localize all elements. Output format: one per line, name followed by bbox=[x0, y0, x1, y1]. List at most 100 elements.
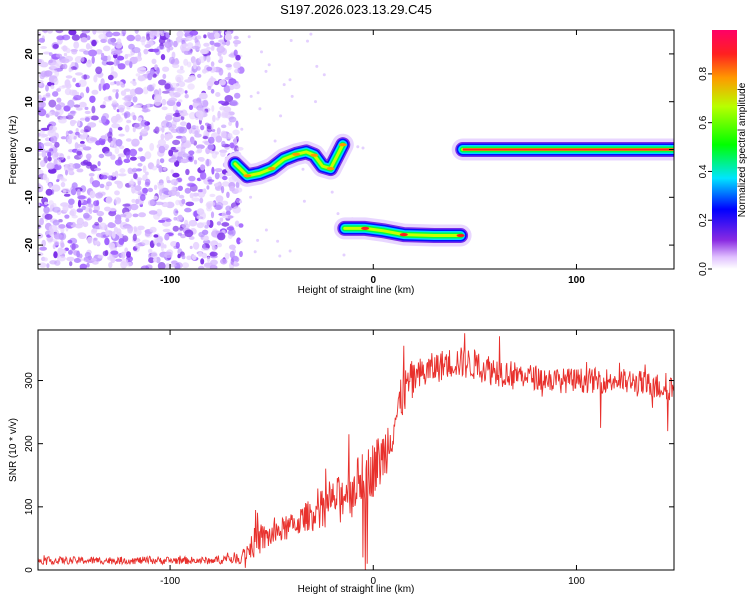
noise-blob bbox=[162, 221, 171, 227]
noise-blob bbox=[193, 61, 197, 70]
noise-dot bbox=[273, 139, 277, 143]
noise-blob bbox=[227, 230, 234, 235]
noise-blob bbox=[115, 258, 123, 262]
noise-blob bbox=[43, 257, 48, 262]
noise-blob bbox=[211, 166, 215, 175]
noise-blob bbox=[215, 92, 221, 97]
noise-blob bbox=[68, 203, 74, 209]
noise-blob bbox=[95, 140, 101, 146]
noise-blob bbox=[196, 66, 201, 71]
y-tick-label: 200 bbox=[24, 435, 35, 452]
noise-blob bbox=[95, 66, 103, 75]
noise-blob bbox=[134, 34, 142, 42]
noise-blob bbox=[52, 43, 59, 49]
noise-blob bbox=[207, 179, 215, 183]
noise-blob bbox=[209, 251, 218, 257]
noise-blob bbox=[135, 177, 143, 181]
noise-blob bbox=[191, 197, 200, 202]
snr-x-ticks: -100 0 100 bbox=[160, 330, 585, 587]
noise-blob bbox=[164, 252, 173, 259]
noise-blob bbox=[38, 94, 42, 100]
y-tick-label: 0 bbox=[24, 146, 35, 152]
noise-blob bbox=[232, 262, 240, 267]
noise-blob bbox=[202, 99, 209, 108]
noise-blob bbox=[90, 258, 97, 262]
noise-blob bbox=[46, 263, 50, 268]
noise-blob bbox=[228, 78, 237, 86]
noise-blob bbox=[180, 121, 187, 126]
track-hotspot-0 bbox=[292, 152, 301, 156]
noise-blob bbox=[206, 185, 210, 190]
noise-blob bbox=[234, 220, 240, 227]
noise-blob bbox=[130, 80, 137, 84]
noise-dot bbox=[322, 73, 326, 77]
noise-blob bbox=[126, 119, 132, 124]
noise-blob bbox=[49, 260, 57, 265]
noise-blob bbox=[215, 151, 219, 155]
noise-blob bbox=[67, 99, 75, 108]
noise-blob bbox=[53, 164, 62, 171]
noise-dot bbox=[315, 64, 319, 68]
noise-blob bbox=[218, 67, 224, 76]
noise-blob bbox=[43, 142, 53, 147]
noise-blob bbox=[147, 199, 155, 207]
noise-blob bbox=[77, 120, 81, 127]
noise-blob bbox=[228, 116, 237, 123]
noise-blob bbox=[75, 91, 80, 96]
noise-blob bbox=[38, 233, 44, 239]
noise-blob bbox=[184, 207, 192, 213]
noise-blob bbox=[45, 188, 53, 196]
noise-blob bbox=[195, 125, 199, 130]
noise-blob bbox=[85, 86, 90, 94]
noise-blob bbox=[93, 237, 98, 241]
noise-blob bbox=[42, 51, 51, 55]
noise-blob bbox=[190, 56, 196, 64]
noise-blob bbox=[199, 197, 204, 204]
noise-blob bbox=[115, 139, 123, 147]
noise-blob bbox=[137, 117, 143, 122]
noise-blob bbox=[99, 104, 106, 109]
noise-blob bbox=[52, 206, 61, 213]
track-hotspot-0 bbox=[338, 143, 347, 147]
noise-blob bbox=[135, 73, 141, 77]
noise-blob bbox=[72, 77, 76, 83]
noise-blob bbox=[233, 137, 238, 146]
noise-blob bbox=[48, 168, 57, 174]
noise-blob bbox=[62, 204, 69, 213]
noise-blob bbox=[177, 232, 183, 236]
noise-blob bbox=[88, 207, 93, 214]
colorbar-tick-label: 0.6 bbox=[698, 115, 709, 129]
noise-blob bbox=[210, 211, 215, 219]
noise-blob bbox=[210, 259, 218, 266]
noise-blob bbox=[91, 180, 101, 188]
noise-blob bbox=[233, 49, 238, 57]
noise-blob bbox=[198, 103, 203, 112]
noise-blob bbox=[53, 241, 60, 246]
noise-blob bbox=[213, 183, 219, 187]
noise-blob bbox=[172, 149, 179, 153]
noise-blob bbox=[210, 88, 215, 94]
noise-blob bbox=[173, 40, 178, 48]
noise-blob bbox=[132, 96, 138, 103]
noise-blob bbox=[234, 68, 240, 74]
noise-blob bbox=[119, 168, 126, 174]
x-tick-label: 0 bbox=[370, 275, 376, 286]
noise-blob bbox=[48, 183, 52, 189]
noise-blob bbox=[137, 67, 147, 71]
noise-blob bbox=[170, 158, 177, 163]
noise-blob bbox=[129, 61, 133, 69]
noise-blob bbox=[56, 255, 66, 262]
noise-blob bbox=[217, 110, 221, 119]
noise-blob bbox=[39, 217, 44, 226]
noise-blob bbox=[238, 223, 244, 228]
noise-blob bbox=[107, 222, 116, 229]
noise-blob bbox=[142, 105, 149, 113]
noise-blob bbox=[187, 83, 195, 90]
noise-blob bbox=[40, 46, 47, 49]
snr-y-ticks: 0 100 200 300 bbox=[24, 372, 674, 573]
noise-blob bbox=[209, 264, 218, 269]
noise-blob bbox=[47, 151, 52, 158]
snr-series-line bbox=[38, 333, 674, 570]
noise-blob bbox=[58, 85, 66, 89]
noise-blob bbox=[113, 226, 119, 233]
